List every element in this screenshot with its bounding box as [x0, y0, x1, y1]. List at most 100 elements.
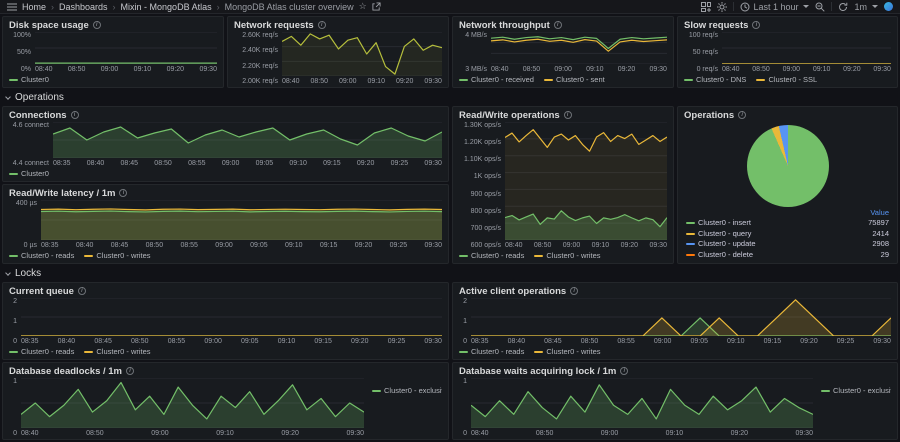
read-write-operations-chart[interactable] — [505, 122, 667, 240]
star-icon[interactable]: ☆ — [358, 1, 367, 11]
panel-title[interactable]: Network requests — [234, 19, 314, 31]
zoom-out-icon[interactable] — [815, 2, 826, 12]
panel-title[interactable]: Network throughput — [459, 19, 550, 31]
legend-item[interactable]: Cluster0 - reads — [459, 251, 524, 260]
panel-title[interactable]: Operations — [684, 109, 735, 121]
y-axis: 1.30K ops/s 1.20K ops/s 1.10K ops/s 1K ops/… — [459, 122, 505, 249]
panel-title[interactable]: Slow requests — [684, 19, 749, 31]
legend-label: Cluster0 - reads — [471, 347, 525, 356]
info-icon[interactable]: i — [752, 21, 761, 29]
pie-legend-row[interactable]: Cluster0 - update 2908 — [686, 239, 889, 250]
legend-item[interactable]: Cluster0 - DNS — [684, 75, 746, 84]
panel-title[interactable]: Active client operations — [459, 285, 567, 297]
legend-item[interactable]: Cluster0 - writes — [84, 251, 151, 260]
pie-legend-row[interactable]: Cluster0 - query 2414 — [686, 229, 889, 240]
legend-item[interactable]: Cluster0 - reads — [459, 347, 524, 356]
info-icon[interactable]: i — [119, 189, 128, 197]
breadcrumb-home[interactable]: Home — [22, 1, 47, 12]
refresh-icon[interactable] — [838, 2, 848, 12]
operations-pie-chart[interactable] — [746, 125, 829, 207]
panel-title[interactable]: Read/Write latency / 1m — [9, 187, 116, 199]
y-tick-label: 400 µs — [15, 200, 37, 207]
y-tick-label: 1 — [13, 318, 17, 325]
panel-header: Network throughput i — [453, 17, 673, 31]
database-lock-waits-chart[interactable] — [471, 378, 813, 428]
y-tick-label: 0 µs — [23, 242, 37, 249]
panel-header: Slow requests i — [678, 17, 897, 31]
legend-item[interactable]: Cluster0 - SSL — [756, 75, 817, 84]
legend-item[interactable]: Cluster0 — [9, 75, 49, 84]
pie-legend-row[interactable]: Cluster0 - delete 29 — [686, 250, 889, 261]
breadcrumb-dashboards[interactable]: Dashboards — [59, 1, 108, 12]
x-tick-label: 09:20 — [620, 242, 639, 249]
x-tick-label: 08:50 — [752, 66, 770, 73]
row-header-operations[interactable]: Operations — [5, 91, 64, 104]
info-icon[interactable]: i — [317, 21, 326, 29]
legend: Cluster0 - received Cluster0 - sent — [459, 73, 667, 85]
info-icon[interactable]: i — [92, 21, 101, 29]
network-throughput-chart[interactable] — [491, 32, 667, 64]
info-icon[interactable]: i — [70, 111, 79, 119]
panel-current-queue: Current queue i 2 1 0 08:35 08:40 08:45 08:50… — [2, 282, 449, 360]
y-tick-label: 2.00K req/s — [242, 77, 278, 85]
row-header-locks[interactable]: Locks — [5, 267, 41, 280]
legend-item[interactable]: Cluster0 - writes — [534, 347, 601, 356]
active-client-operations-chart[interactable] — [471, 298, 891, 336]
legend-item[interactable]: Cluster0 - received — [459, 75, 534, 84]
refresh-interval-picker[interactable]: 1m — [854, 2, 878, 12]
legend-item[interactable]: Cluster0 - sent — [543, 75, 605, 84]
x-tick-label: 08:50 — [67, 66, 86, 73]
value-column-header[interactable]: Value — [870, 207, 889, 217]
legend-item[interactable]: Cluster0 - reads — [9, 347, 74, 356]
info-icon[interactable]: i — [553, 21, 562, 29]
y-tick-label: 3 MB/s — [465, 66, 487, 73]
panel-title[interactable]: Disk space usage — [9, 19, 89, 31]
panel-title[interactable]: Connections — [9, 109, 67, 121]
info-icon[interactable]: i — [738, 111, 747, 119]
current-queue-chart[interactable] — [21, 298, 442, 336]
legend-item[interactable]: Cluster0 - writes — [534, 251, 601, 260]
info-icon[interactable]: i — [570, 287, 579, 295]
x-tick-label: 08:50 — [145, 242, 164, 249]
time-range-picker[interactable]: Last 1 hour — [740, 2, 810, 12]
info-icon[interactable]: i — [126, 367, 134, 375]
panel-title[interactable]: Database deadlocks / 1m — [9, 365, 122, 377]
info-icon[interactable]: i — [620, 367, 629, 375]
legend: Cluster0 - exclusive — [364, 378, 442, 437]
connections-chart[interactable] — [53, 122, 442, 158]
database-deadlocks-chart[interactable] — [21, 378, 364, 428]
breadcrumb-folder[interactable]: Mixin - MongoDB Atlas — [120, 1, 212, 12]
x-tick-label: 09:00 — [653, 338, 672, 345]
legend-item[interactable]: Cluster0 - exclusive — [372, 386, 442, 395]
info-icon[interactable]: i — [563, 111, 572, 119]
slow-requests-chart[interactable] — [722, 32, 891, 64]
x-tick-label: 09:10 — [586, 66, 604, 73]
x-tick-label: 08:45 — [94, 338, 112, 345]
x-tick-label: 09:30 — [873, 66, 891, 73]
pie-legend-row[interactable]: Cluster0 - insert 75897 — [686, 218, 889, 229]
profile-avatar[interactable] — [884, 2, 893, 11]
gear-icon[interactable] — [717, 1, 728, 12]
legend-swatch — [756, 78, 766, 81]
x-tick-label: 08:40 — [507, 338, 526, 345]
read-write-latency-chart[interactable] — [41, 200, 442, 240]
panel-title[interactable]: Read/Write operations — [459, 109, 560, 121]
panel-title[interactable]: Current queue — [9, 285, 74, 297]
add-panel-icon[interactable] — [701, 1, 712, 12]
legend-item[interactable]: Cluster0 — [9, 169, 49, 178]
info-icon[interactable]: i — [77, 287, 86, 295]
legend: Cluster0 - reads Cluster0 - writes — [9, 249, 442, 261]
legend-item[interactable]: Cluster0 - writes — [84, 347, 151, 356]
panel-title[interactable]: Database waits acquiring lock / 1m — [459, 365, 617, 377]
hamburger-menu-icon[interactable] — [7, 2, 17, 11]
network-requests-chart[interactable] — [282, 32, 442, 76]
share-icon[interactable] — [372, 2, 381, 11]
legend-item[interactable]: Cluster0 - reads — [9, 251, 74, 260]
legend-item[interactable]: Cluster0 - exclusive — [821, 386, 891, 395]
disk-usage-chart[interactable] — [35, 32, 217, 64]
breadcrumb-separator: › — [112, 1, 116, 12]
x-tick-label: 09:30 — [346, 430, 364, 437]
x-tick-label: 09:05 — [255, 160, 274, 167]
